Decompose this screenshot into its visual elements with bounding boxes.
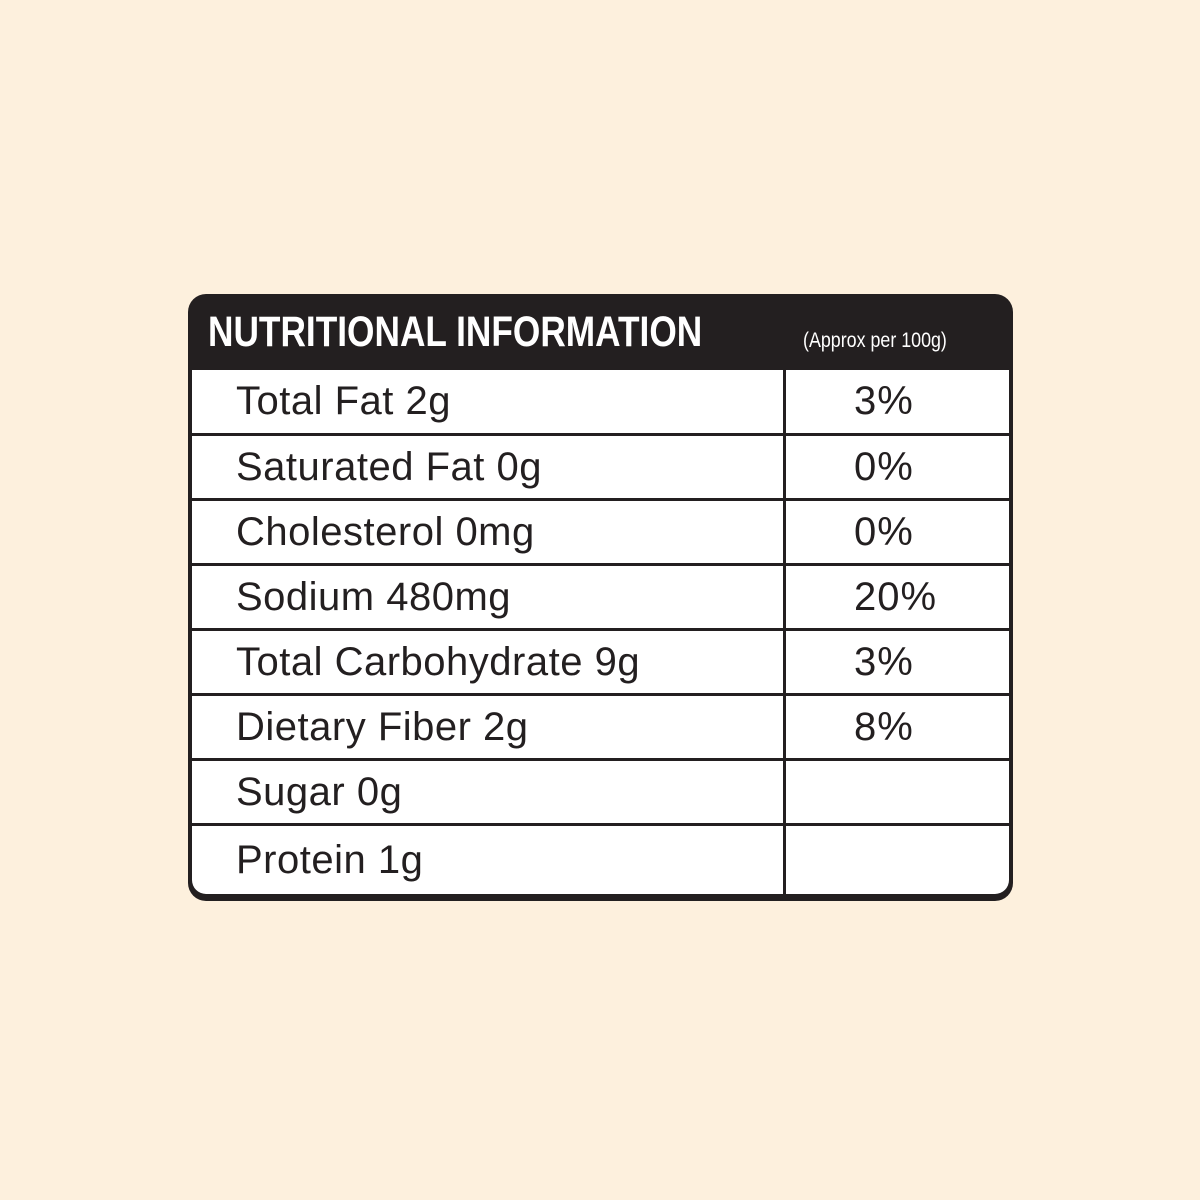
- nutrition-table: NUTRITIONAL INFORMATION (Approx per 100g…: [188, 294, 1013, 901]
- nutrient-name: Dietary Fiber 2g: [192, 696, 786, 758]
- nutrient-name: Cholesterol 0mg: [192, 501, 786, 563]
- daily-value-percent: 0%: [854, 444, 914, 489]
- daily-value-percent: [786, 761, 1009, 823]
- daily-value-percent: 8%: [854, 704, 914, 749]
- table-row: Total Carbohydrate 9g 3%: [192, 628, 1009, 693]
- table-row: Protein 1g: [192, 823, 1009, 894]
- nutrient-name: Total Fat 2g: [192, 370, 786, 433]
- daily-value-percent: 3%: [854, 379, 914, 423]
- table-body: Total Fat 2g 3% Saturated Fat 0g 0% Choleste…: [192, 370, 1009, 894]
- table-row: Dietary Fiber 2g 8%: [192, 693, 1009, 758]
- nutrient-name: Sodium 480mg: [192, 566, 786, 628]
- table-row: Sodium 480mg 20%: [192, 563, 1009, 628]
- table-row: Saturated Fat 0g 0%: [192, 433, 1009, 498]
- nutrient-name: Protein 1g: [192, 826, 786, 894]
- table-subtitle: (Approx per 100g): [803, 329, 947, 352]
- nutrient-name: Total Carbohydrate 9g: [192, 631, 786, 693]
- table-header: NUTRITIONAL INFORMATION (Approx per 100g…: [192, 294, 1009, 370]
- table-row: Sugar 0g: [192, 758, 1009, 823]
- table-row: Total Fat 2g 3%: [192, 370, 1009, 433]
- daily-value-percent: 0%: [854, 509, 914, 554]
- daily-value-percent: [786, 826, 1009, 894]
- daily-value-percent: 20%: [854, 574, 938, 619]
- table-title: NUTRITIONAL INFORMATION: [208, 307, 703, 356]
- daily-value-percent: 3%: [854, 639, 914, 684]
- nutrient-name: Sugar 0g: [192, 761, 786, 823]
- table-row: Cholesterol 0mg 0%: [192, 498, 1009, 563]
- nutrient-name: Saturated Fat 0g: [192, 436, 786, 498]
